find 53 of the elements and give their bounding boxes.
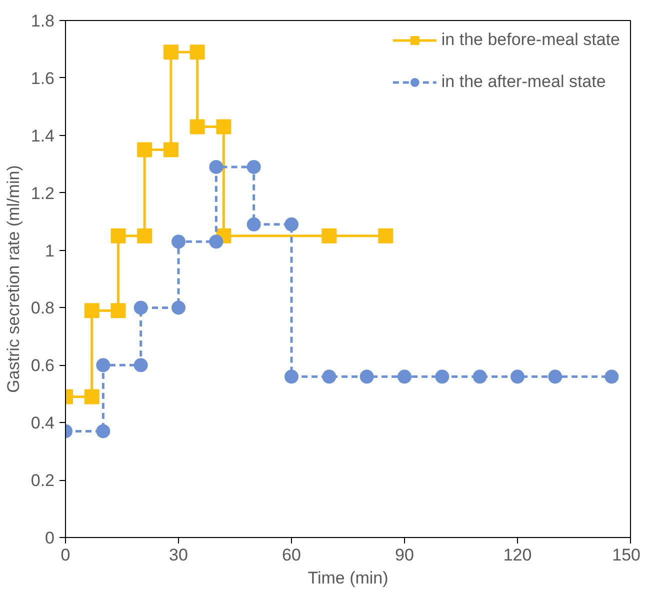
x-tick-label: 60: [282, 546, 301, 564]
point: [172, 234, 186, 249]
x-tick-label: 0: [60, 546, 70, 564]
point: [96, 358, 110, 372]
y-tick-label: 1: [45, 241, 55, 260]
point: [190, 44, 205, 60]
point: [134, 300, 148, 315]
point: [322, 370, 336, 384]
point: [510, 370, 524, 384]
point: [216, 119, 232, 134]
legend-label: in the after-meal state: [441, 72, 606, 92]
x-tick-label: 150: [612, 546, 641, 564]
point: [163, 142, 178, 158]
x-axis-title: Time (min): [308, 568, 388, 588]
point: [209, 234, 224, 249]
y-tick-label: 1.4: [30, 126, 55, 146]
legend-label: in the before-meal state: [441, 30, 620, 50]
point: [96, 424, 110, 438]
y-tick-label: 1.8: [30, 12, 55, 30]
y-tick-label: 0: [45, 528, 55, 548]
point: [246, 217, 261, 232]
point: [360, 370, 374, 384]
point: [472, 370, 487, 384]
point: [163, 44, 178, 60]
point: [134, 358, 148, 372]
y-tick-label: 1.6: [30, 68, 55, 88]
y-tick-label: 0.4: [30, 414, 55, 433]
point: [209, 160, 224, 174]
y-tick-label: 0.8: [30, 298, 55, 318]
y-tick-label: 0.2: [30, 471, 55, 490]
point: [398, 370, 412, 384]
point: [284, 370, 298, 384]
point: [378, 228, 394, 244]
point: [284, 217, 298, 232]
point: [84, 303, 100, 318]
point: [435, 370, 450, 384]
x-tick-label: 90: [395, 546, 414, 564]
y-tick-label: 0.6: [30, 356, 55, 376]
point: [190, 119, 205, 134]
x-tick-label: 120: [503, 546, 532, 564]
y-axis-title: Gastric secretion rate (ml/min): [4, 165, 23, 393]
point: [322, 228, 337, 244]
point: [137, 142, 152, 158]
point: [604, 370, 619, 384]
point: [246, 160, 261, 174]
point: [172, 300, 186, 315]
point: [110, 303, 126, 318]
point: [137, 228, 152, 244]
x-tick-label: 30: [169, 546, 188, 564]
y-tick-label: 1.2: [30, 184, 55, 203]
point: [84, 389, 100, 404]
point: [548, 370, 562, 384]
point: [110, 228, 126, 244]
